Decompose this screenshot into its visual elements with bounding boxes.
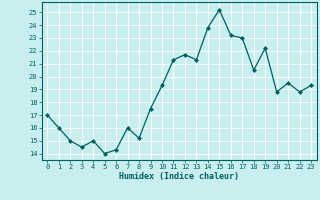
X-axis label: Humidex (Indice chaleur): Humidex (Indice chaleur) [119, 172, 239, 181]
